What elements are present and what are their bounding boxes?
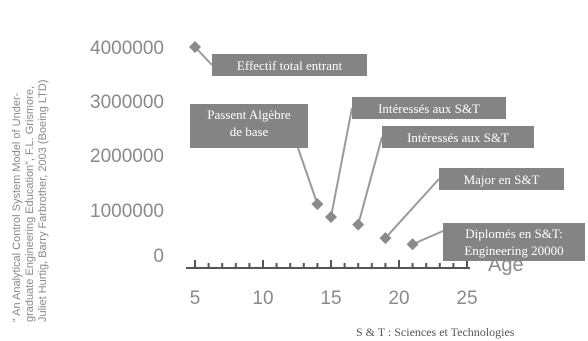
- y-tick-label: 1000000: [90, 201, 164, 222]
- x-axis-tick-labels: 5 10 15 20 25: [190, 288, 478, 309]
- annotation-label: Effectif total entrant: [237, 58, 343, 73]
- data-point: [406, 238, 419, 251]
- x-axis: [186, 260, 470, 269]
- annotation-label: Intéressés aux S&T: [378, 101, 480, 116]
- annotation-box: [443, 223, 585, 261]
- annotation-box: [212, 54, 367, 76]
- annotation-leader: [297, 147, 319, 205]
- footnote: S & T : Sciences et Technologies: [356, 325, 515, 339]
- x-tick-label: 10: [252, 288, 273, 309]
- annotation-leader: [330, 107, 353, 218]
- annotation-label: Passent Algèbre: [207, 107, 291, 122]
- x-tick-label: 5: [190, 288, 201, 309]
- annotation-box: [382, 126, 534, 148]
- x-tick-label: 25: [456, 288, 477, 309]
- x-tick-label: 20: [388, 288, 409, 309]
- annotation-box: [190, 104, 308, 148]
- data-point: [189, 41, 201, 53]
- annotation-leaders: [194, 46, 444, 246]
- source-note-line-1: “ An Analytical Control System Model of …: [11, 92, 23, 322]
- data-point: [352, 218, 365, 231]
- data-point: [379, 232, 392, 245]
- source-note-line-3: Juliet Hurtig, Barry Farbrother, 2003 (B…: [37, 79, 49, 322]
- annotation-leader: [384, 178, 440, 239]
- y-tick-label: 3000000: [90, 92, 164, 113]
- annotation-label: Diplomés en S&T:: [465, 226, 563, 241]
- y-tick-label: 2000000: [90, 146, 164, 167]
- data-point: [311, 198, 324, 211]
- source-note: “ An Analytical Control System Model of …: [11, 79, 49, 322]
- annotation-label: Major en S&T: [464, 172, 540, 187]
- x-tick-label: 15: [320, 288, 341, 309]
- y-tick-label: 4000000: [90, 38, 164, 59]
- annotation-box: [439, 168, 564, 190]
- source-note-line-2: graduate Engineering Education”, F.L. Gr…: [24, 86, 36, 322]
- data-point: [325, 210, 337, 223]
- y-tick-label: 0: [153, 246, 164, 267]
- x-axis-label: Age: [488, 254, 524, 276]
- annotation-label: de base: [230, 124, 269, 139]
- y-axis-tick-labels: 4000000 3000000 2000000 1000000 0: [90, 38, 164, 267]
- data-points: [189, 41, 419, 251]
- annotation-label: Engineering 20000: [464, 243, 563, 258]
- annotation-leader: [412, 230, 444, 246]
- annotation-box: [352, 97, 506, 119]
- annotations: Effectif total entrant Passent Algèbre de …: [190, 54, 585, 261]
- annotation-leader: [357, 136, 383, 225]
- annotation-label: Intéressés aux S&T: [407, 130, 509, 145]
